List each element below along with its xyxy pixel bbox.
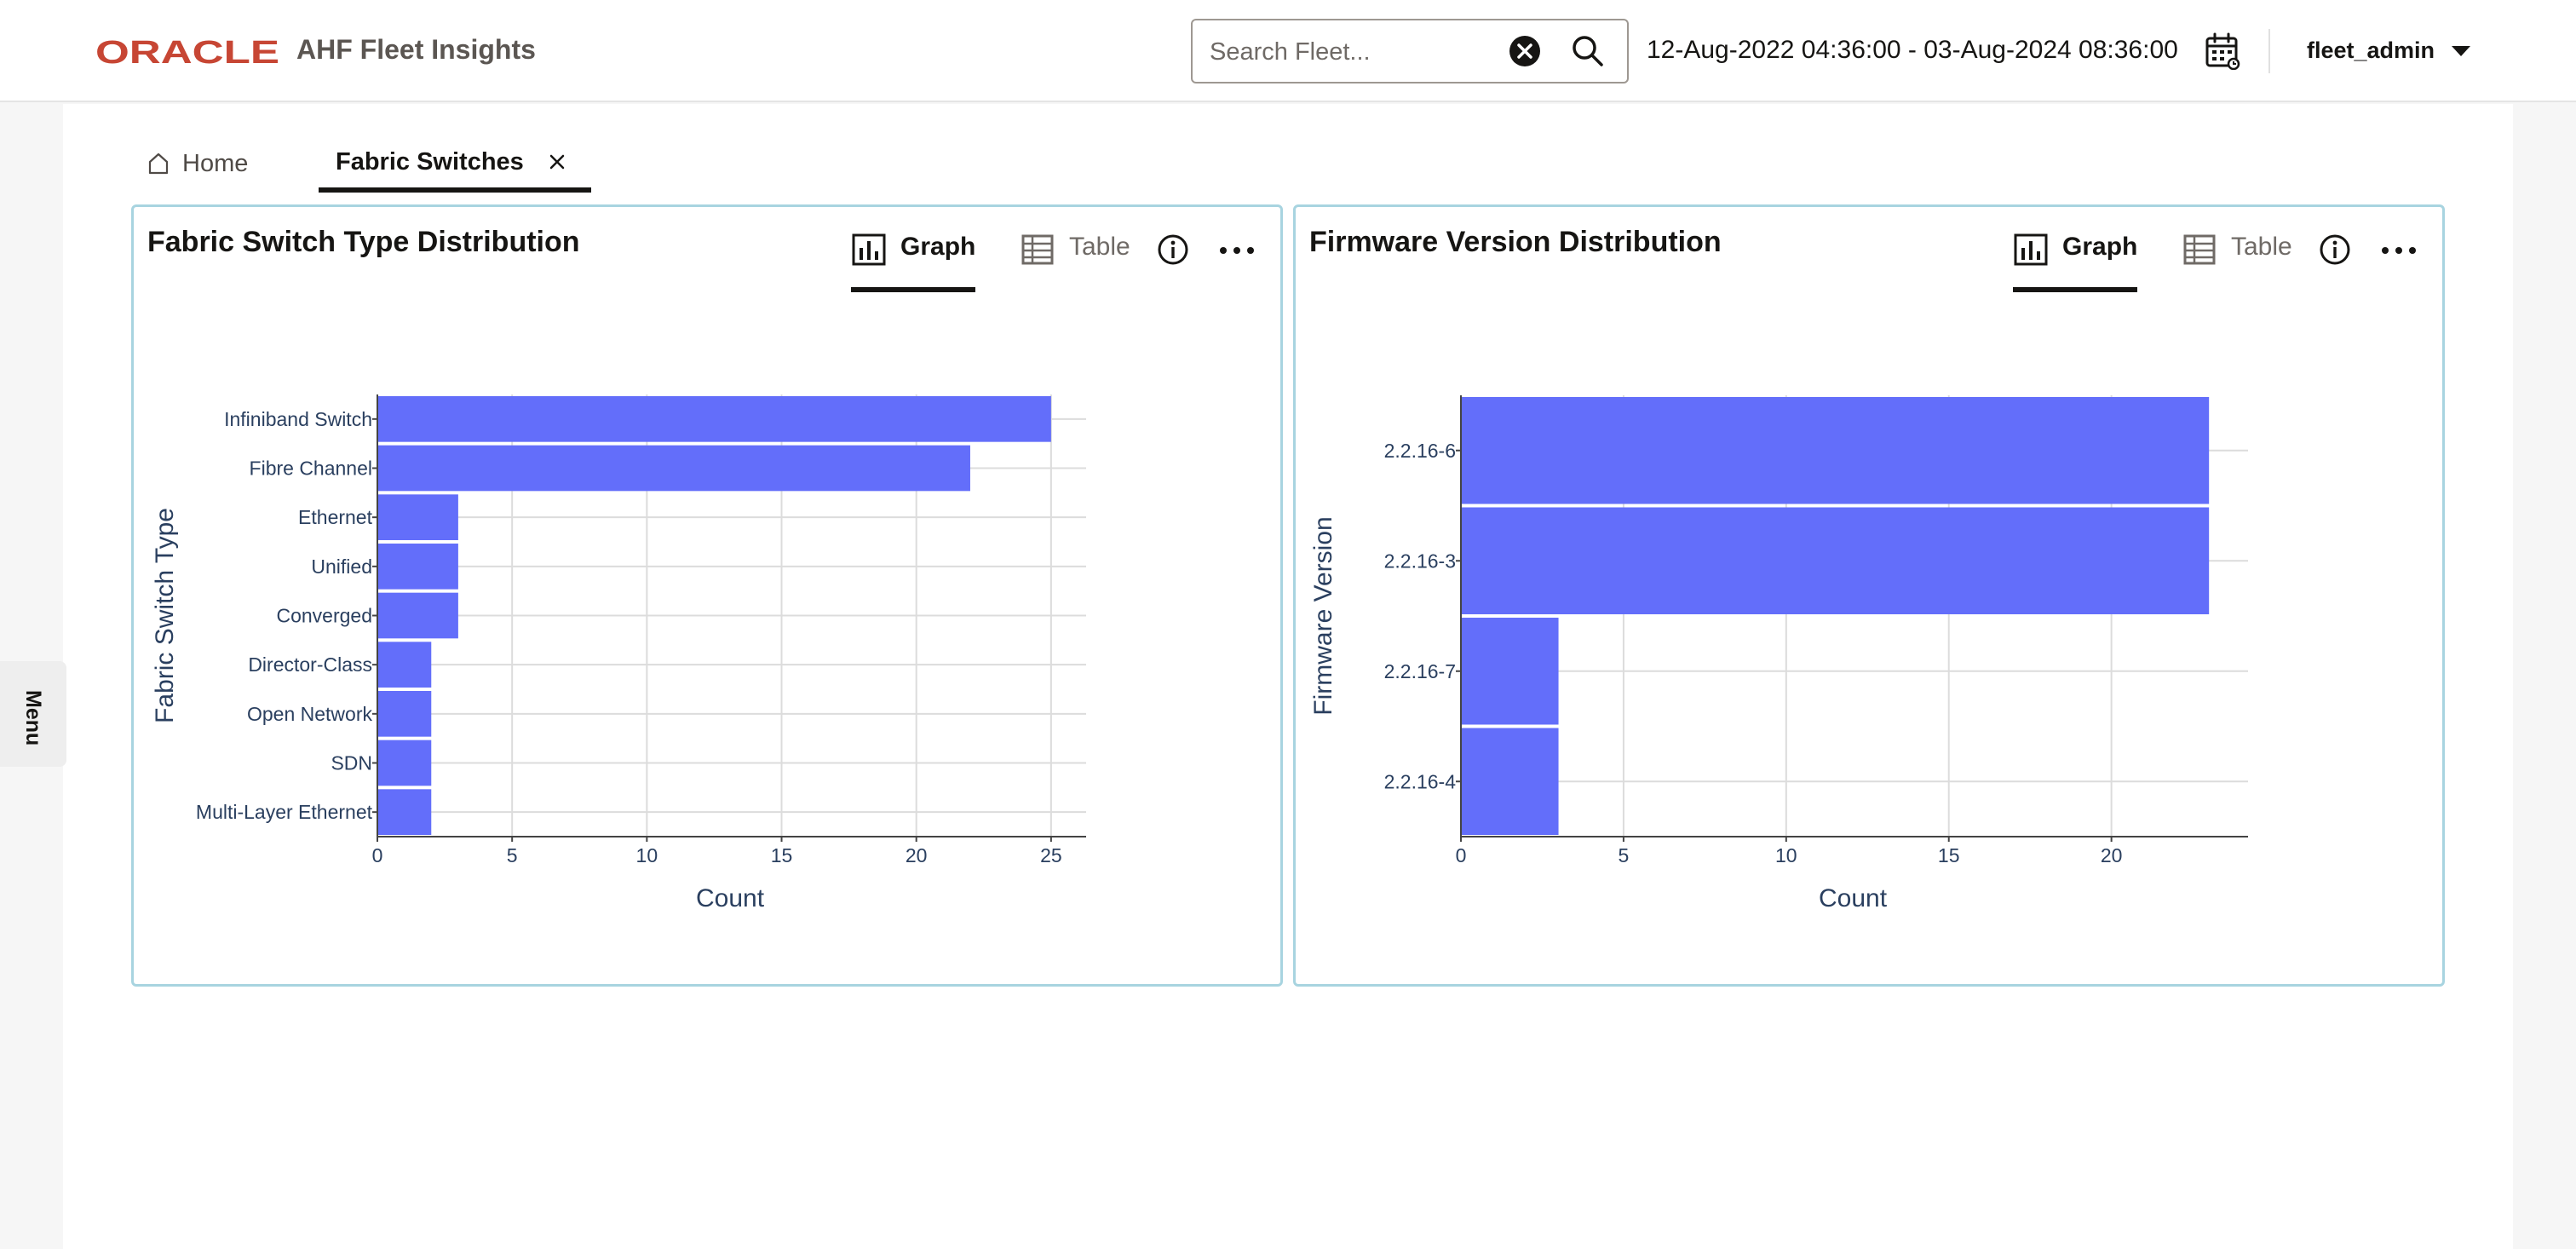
panel-title: Fabric Switch Type Distribution — [147, 226, 580, 258]
bar[interactable] — [1461, 728, 1559, 836]
home-icon — [148, 153, 169, 175]
info-icon[interactable] — [2318, 233, 2352, 267]
tab-home[interactable]: Home — [147, 136, 248, 191]
bar[interactable] — [377, 642, 432, 688]
y-tick-label: 2.2.16-3 — [1384, 550, 1456, 572]
tab-fabric-switches[interactable]: Fabric Switches — [319, 136, 591, 193]
clear-search-icon[interactable] — [1508, 34, 1542, 68]
x-tick-label: 0 — [372, 844, 383, 866]
y-tick-label: Fibre Channel — [250, 458, 372, 480]
x-tick-label: 15 — [1938, 844, 1960, 866]
x-tick-label: 25 — [1040, 844, 1062, 866]
graph-tab[interactable]: Graph — [851, 233, 976, 292]
search-box — [1191, 19, 1629, 83]
table-tab-label: Table — [1069, 233, 1130, 261]
y-tick-label: Unified — [311, 555, 372, 578]
table-icon — [2183, 234, 2216, 265]
x-tick-label: 10 — [1775, 844, 1797, 866]
bar[interactable] — [377, 494, 458, 540]
y-tick-label: 2.2.16-4 — [1384, 770, 1457, 792]
app-header: ORACLE AHF Fleet Insights 12-Aug-2022 04… — [0, 0, 2576, 102]
y-tick-label: 2.2.16-6 — [1384, 440, 1456, 462]
x-tick-label: 20 — [2101, 844, 2123, 866]
fabric-switch-type-panel: Fabric Switch Type Distribution Graph Ta… — [131, 204, 1283, 987]
search-icon[interactable] — [1569, 32, 1607, 70]
bar[interactable] — [377, 740, 432, 786]
y-tick-label: Converged — [276, 605, 372, 627]
table-icon — [1021, 234, 1054, 265]
tab-fabric-switches-label: Fabric Switches — [336, 147, 524, 176]
tab-home-label: Home — [182, 149, 249, 177]
bar-chart-icon — [2014, 233, 2048, 266]
table-tab-label: Table — [2231, 233, 2292, 261]
svg-text:ORACLE: ORACLE — [95, 37, 279, 65]
panel-title: Firmware Version Distribution — [1309, 226, 1722, 258]
y-tick-label: SDN — [331, 752, 372, 774]
bar[interactable] — [1461, 397, 2210, 504]
x-tick-label: 5 — [507, 844, 518, 866]
y-tick-label: Open Network — [247, 703, 373, 725]
menu-label: Menu — [21, 690, 45, 746]
graph-tab-label: Graph — [900, 233, 976, 261]
calendar-icon[interactable] — [2205, 32, 2240, 70]
bar[interactable] — [377, 445, 970, 492]
user-menu[interactable]: fleet_admin — [2307, 37, 2435, 63]
bar[interactable] — [377, 691, 432, 737]
x-tick-label: 0 — [1456, 844, 1467, 866]
oracle-logo[interactable]: ORACLE — [95, 37, 279, 65]
y-tick-label: Director-Class — [248, 653, 372, 676]
bar[interactable] — [377, 544, 458, 590]
x-tick-label: 20 — [906, 844, 928, 866]
graph-tab-label: Graph — [2062, 233, 2138, 261]
bar-chart-icon — [852, 233, 886, 266]
y-tick-label: Ethernet — [298, 506, 373, 528]
y-tick-label: 2.2.16-7 — [1384, 660, 1456, 682]
bar[interactable] — [377, 592, 458, 639]
x-tick-label: 10 — [636, 844, 658, 866]
table-tab[interactable]: Table — [1020, 233, 1130, 287]
bar[interactable] — [1461, 618, 1559, 725]
firmware-version-panel: Firmware Version Distribution Graph Tabl… — [1293, 204, 2445, 987]
header-divider — [2268, 29, 2270, 73]
bar[interactable] — [377, 789, 432, 835]
x-axis-title: Count — [1819, 884, 1888, 912]
menu-drawer-toggle[interactable]: Menu — [0, 661, 66, 767]
graph-tab[interactable]: Graph — [2013, 233, 2138, 292]
firmware-version-chart: 2.2.16-6 2.2.16-3 2.2.16-7 2.2.16-4 0 5 10 15 20… — [1309, 395, 2248, 912]
close-icon[interactable] — [548, 153, 566, 171]
more-options-icon[interactable] — [2379, 245, 2418, 256]
y-tick-label: Multi-Layer Ethernet — [196, 801, 373, 823]
more-options-icon[interactable] — [1217, 245, 1256, 256]
bar[interactable] — [377, 396, 1051, 442]
y-axis-title: Firmware Version — [1309, 516, 1337, 715]
y-tick-label: Infiniband Switch — [224, 408, 372, 430]
bar[interactable] — [1461, 507, 2210, 615]
x-tick-label: 15 — [771, 844, 793, 866]
y-axis-title: Fabric Switch Type — [151, 508, 179, 723]
x-axis-title: Count — [696, 884, 765, 912]
search-input[interactable] — [1210, 36, 1482, 68]
table-tab[interactable]: Table — [2182, 233, 2292, 287]
app-title: AHF Fleet Insights — [296, 34, 536, 65]
info-icon[interactable] — [1156, 233, 1190, 267]
chevron-down-icon[interactable] — [2450, 43, 2472, 60]
date-range-label[interactable]: 12-Aug-2022 04:36:00 - 03-Aug-2024 08:36… — [1647, 36, 2178, 64]
x-tick-label: 5 — [1619, 844, 1630, 866]
fabric-switch-type-chart: Infiniband Switch Fibre Channel Ethernet Un… — [151, 394, 1086, 912]
